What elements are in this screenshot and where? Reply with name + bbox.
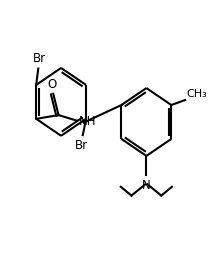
Text: O: O	[48, 78, 57, 91]
Text: Br: Br	[75, 139, 88, 152]
Text: N: N	[142, 179, 151, 192]
Text: NH: NH	[79, 115, 96, 128]
Text: CH₃: CH₃	[186, 89, 207, 99]
Text: Br: Br	[33, 52, 46, 65]
